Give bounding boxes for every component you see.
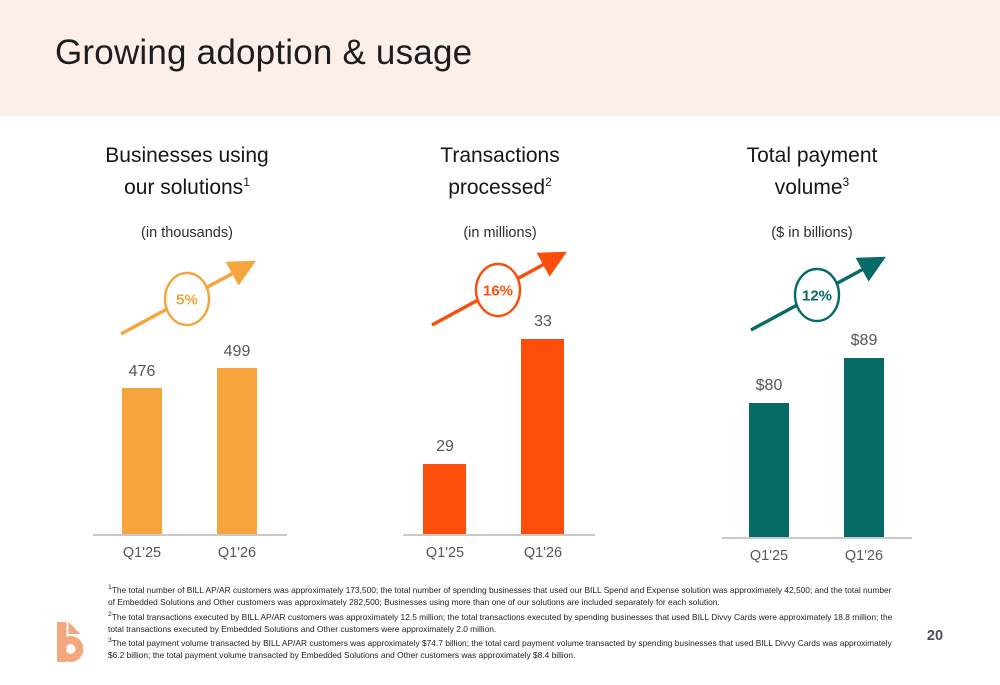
- chart-businesses-unit: (in thousands): [141, 225, 233, 241]
- category-label: Q1'25: [122, 545, 162, 561]
- bar-q126: [217, 368, 257, 534]
- footnote-marker: 1: [108, 584, 112, 591]
- footnote-marker: 2: [108, 610, 112, 618]
- chart-transactions-unit: (in millions): [463, 225, 537, 241]
- growth-label: 12%: [802, 288, 832, 305]
- chart-title-line2: our solutions: [124, 176, 244, 199]
- value-label: 499: [223, 343, 251, 360]
- category-label: Q1'26: [217, 545, 257, 561]
- value-label: 33: [534, 313, 552, 330]
- value-label: $89: [850, 332, 878, 349]
- growth-label: 16%: [483, 283, 513, 300]
- chart-businesses-header: Businesses using our solutions1 (in thous…: [67, 142, 307, 241]
- growth-badge: [163, 271, 211, 327]
- footnote-1: 1The total number of BILL AP/AR customer…: [108, 582, 894, 609]
- axis-line: [403, 534, 595, 536]
- footnote-marker: 1: [243, 175, 250, 189]
- chart-transactions-title: Transactions processed2: [380, 142, 620, 201]
- category-label: Q1'25: [425, 545, 465, 561]
- header-band: Growing adoption & usage: [0, 0, 1000, 116]
- chart-businesses-title: Businesses using our solutions1: [67, 142, 307, 201]
- category-label: Q1'25: [749, 548, 789, 564]
- page-number: 20: [926, 628, 944, 644]
- value-label: 29: [436, 438, 454, 455]
- bill-logo-icon: [57, 622, 83, 662]
- footnote-text: The total payment volume transacted by B…: [108, 638, 892, 661]
- footnote-marker: 2: [545, 175, 552, 189]
- chart-tpv-unit: ($ in billions): [771, 225, 853, 241]
- footnotes: 1The total number of BILL AP/AR customer…: [108, 582, 894, 662]
- category-label: Q1'26: [523, 545, 563, 561]
- bar-q125: [423, 464, 466, 534]
- chart-transactions-header: Transactions processed2 (in millions): [380, 142, 620, 241]
- growth-label: 5%: [176, 292, 198, 309]
- growth-badge: [793, 267, 841, 323]
- chart-title-line2: processed: [448, 176, 546, 199]
- growth-arrow-icon: 16%: [431, 251, 567, 327]
- chart-tpv-title: Total payment volume3: [692, 142, 932, 201]
- value-label: $80: [755, 377, 783, 394]
- footnote-3: 3The total payment volume transacted by …: [108, 635, 894, 662]
- chart-title-line2: volume: [774, 176, 843, 199]
- footnote-text: The total number of BILL AP/AR customers…: [108, 584, 892, 608]
- chart-tpv-header: Total payment volume3 ($ in billions): [692, 142, 932, 241]
- growth-arrow-icon: 5%: [120, 260, 256, 336]
- bar-q126: [521, 339, 564, 534]
- axis-line: [93, 534, 287, 536]
- chart-title-line1: Total payment: [746, 144, 878, 167]
- category-label: Q1'26: [844, 548, 884, 564]
- footnote-2: 2The total transactions executed by BILL…: [108, 609, 894, 636]
- footnote-marker: 3: [108, 637, 112, 645]
- page-title: Growing adoption & usage: [55, 33, 473, 72]
- bar-q125: [122, 388, 162, 534]
- chart-title-line1: Businesses using: [105, 144, 269, 167]
- value-label: 476: [128, 363, 156, 380]
- bar-q126: [844, 358, 884, 537]
- footnote-text: The total transactions executed by BILL …: [108, 611, 893, 634]
- growth-badge: [474, 262, 522, 318]
- chart-title-line1: Transactions: [440, 144, 560, 167]
- bar-q125: [749, 403, 789, 537]
- axis-line: [722, 537, 912, 539]
- growth-arrow-icon: 12%: [750, 256, 886, 332]
- footnote-marker: 3: [842, 175, 850, 189]
